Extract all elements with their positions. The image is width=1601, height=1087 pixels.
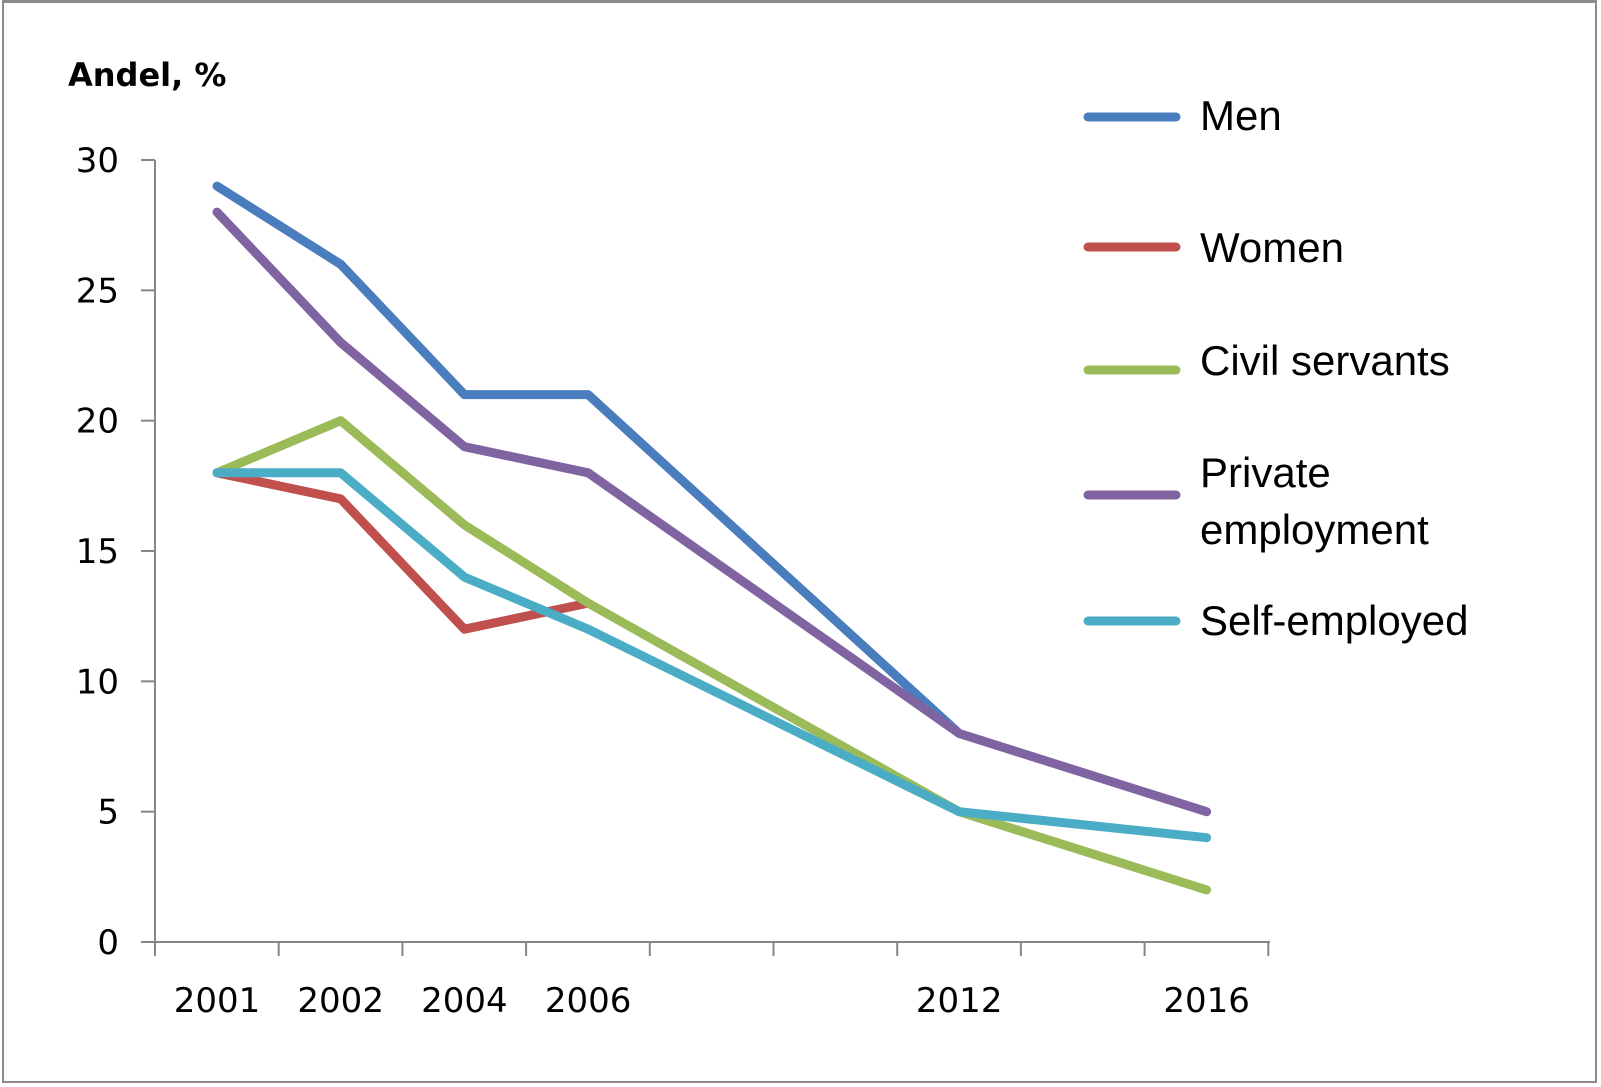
y-tick-label: 25: [76, 271, 119, 311]
legend-label: Women: [1200, 224, 1344, 271]
x-tick-label: 2004: [421, 981, 508, 1021]
y-tick-label: 20: [76, 402, 119, 442]
x-tick-label: 2006: [545, 981, 632, 1021]
x-tick-label: 2016: [1163, 981, 1250, 1021]
y-tick-label: 30: [76, 141, 119, 181]
y-tick-label: 10: [76, 662, 119, 702]
series-line-self-employed: [212, 468, 1212, 843]
axes: 0 5 10 15 20 25 30 2001 2002 2004 2006 2012 2016: [76, 141, 1270, 1021]
y-tick-label: 15: [76, 532, 119, 572]
series-line-private-employment: [212, 207, 1212, 817]
legend-item-civil-servants: Civil servants: [1083, 337, 1450, 384]
series-line-women: [212, 468, 593, 634]
legend-item-women: Women: [1083, 224, 1344, 271]
x-tick-label: 2002: [297, 981, 384, 1021]
legend-item-private-employment: Private employment: [1083, 449, 1429, 553]
legend-label: Civil servants: [1200, 337, 1450, 384]
legend: Men Women Civil servants Private employment S…: [1083, 92, 1468, 644]
series-layer: [212, 181, 1212, 895]
legend-label: Private employment: [1200, 449, 1429, 553]
y-tick-label: 0: [97, 923, 119, 963]
legend-item-self-employed: Self-employed: [1083, 597, 1468, 644]
series-line-civil-servants: [212, 416, 1212, 895]
x-tick-label: 2001: [174, 981, 261, 1021]
legend-item-men: Men: [1083, 92, 1282, 139]
y-tick-label: 5: [97, 793, 119, 833]
legend-label: Men: [1200, 92, 1282, 139]
x-tick-label: 2012: [916, 981, 1003, 1021]
y-axis-label: Andel, %: [68, 56, 226, 94]
legend-label: Self-employed: [1200, 597, 1468, 644]
